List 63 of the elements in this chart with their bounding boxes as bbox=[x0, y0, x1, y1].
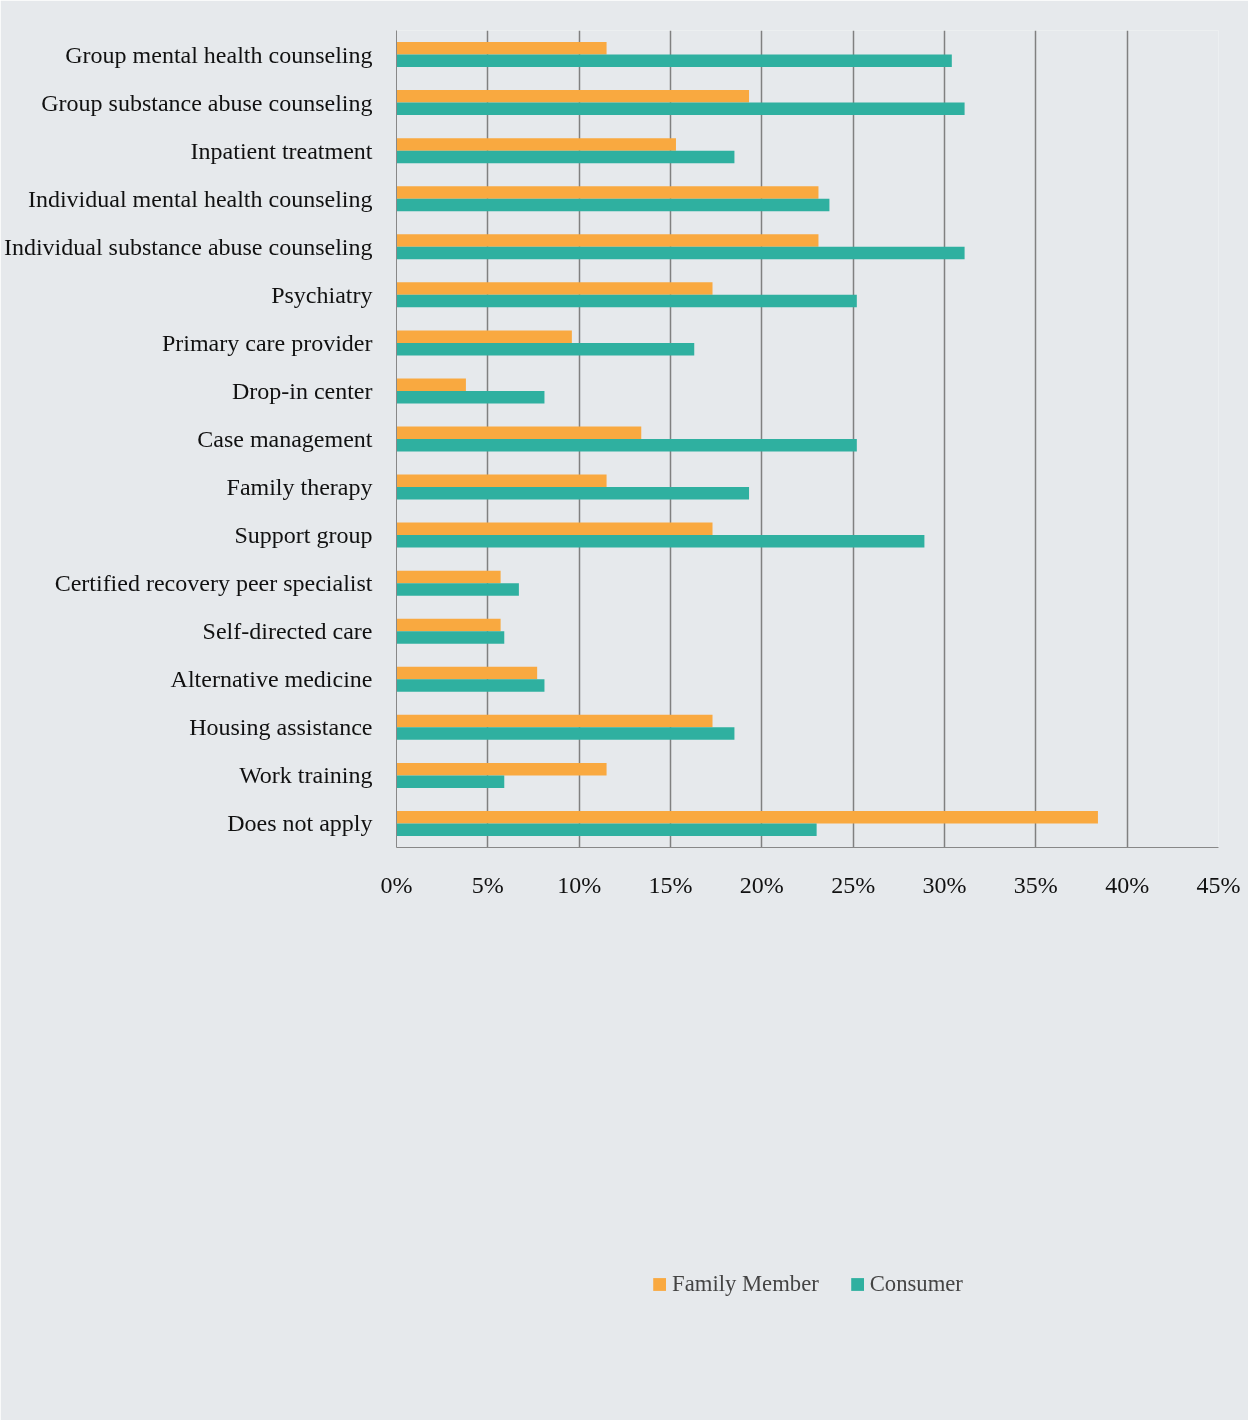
bar bbox=[396, 330, 572, 343]
bar bbox=[396, 138, 676, 151]
y-tick-label: Psychiatry bbox=[271, 281, 373, 308]
bar bbox=[396, 535, 925, 548]
bar bbox=[396, 810, 1098, 824]
bar bbox=[396, 294, 857, 308]
x-tick-label: 25% bbox=[831, 871, 876, 898]
bar bbox=[396, 198, 830, 212]
bar bbox=[396, 439, 857, 452]
bar bbox=[396, 631, 505, 644]
bar bbox=[396, 54, 952, 68]
x-tick-label: 30% bbox=[922, 871, 967, 898]
y-tick-label: Support group bbox=[234, 522, 373, 549]
bar bbox=[396, 762, 607, 776]
bar bbox=[396, 823, 817, 836]
x-tick-label: 35% bbox=[1013, 871, 1058, 898]
bar bbox=[396, 390, 545, 404]
bar bbox=[396, 714, 713, 728]
x-tick-label: 10% bbox=[557, 871, 602, 898]
y-tick-label: Drop-in center bbox=[231, 377, 373, 404]
y-tick-label: Group mental health counseling bbox=[65, 41, 373, 68]
bar bbox=[396, 666, 538, 680]
y-tick-label: Self-directed care bbox=[202, 618, 373, 645]
bar bbox=[396, 618, 501, 632]
bar bbox=[396, 570, 501, 584]
y-tick-label: Individual mental health counseling bbox=[27, 185, 373, 212]
bar bbox=[396, 474, 607, 488]
bar bbox=[396, 246, 965, 260]
bar bbox=[396, 426, 642, 439]
y-tick-label: Primary care provider bbox=[161, 329, 373, 356]
bar bbox=[396, 727, 735, 740]
bar bbox=[396, 186, 819, 199]
x-tick-label: 20% bbox=[739, 871, 784, 898]
y-tick-label: Does not apply bbox=[227, 810, 373, 837]
y-tick-label: Individual substance abuse counseling bbox=[3, 233, 373, 260]
bar bbox=[396, 102, 965, 116]
bar bbox=[396, 234, 819, 247]
bar bbox=[396, 378, 466, 391]
legend-label: Family Member bbox=[672, 1270, 819, 1297]
bar bbox=[396, 583, 519, 596]
bar bbox=[396, 522, 713, 536]
bar bbox=[396, 90, 750, 103]
x-tick-label: 45% bbox=[1196, 871, 1241, 898]
bar bbox=[396, 342, 695, 356]
y-tick-label: Case management bbox=[197, 426, 373, 452]
y-tick-label: Group substance abuse counseling bbox=[41, 89, 373, 116]
y-tick-label: Work training bbox=[239, 762, 373, 789]
x-tick-label: 5% bbox=[471, 871, 504, 898]
bar bbox=[396, 679, 545, 692]
y-tick-label: Inpatient treatment bbox=[190, 137, 373, 164]
y-tick-label: Alternative medicine bbox=[170, 666, 373, 693]
bar bbox=[396, 282, 713, 295]
bar bbox=[396, 487, 750, 500]
y-tick-label: Certified recovery peer specialist bbox=[54, 570, 373, 597]
bar bbox=[396, 150, 735, 164]
y-tick-label: Family therapy bbox=[226, 474, 373, 501]
x-tick-label: 40% bbox=[1105, 871, 1150, 898]
legend-label: Consumer bbox=[869, 1270, 963, 1297]
y-tick-label: Housing assistance bbox=[189, 714, 373, 741]
bar bbox=[396, 775, 505, 788]
x-tick-label: 15% bbox=[648, 871, 693, 898]
bar bbox=[396, 42, 607, 55]
x-tick-label: 0% bbox=[380, 871, 413, 898]
